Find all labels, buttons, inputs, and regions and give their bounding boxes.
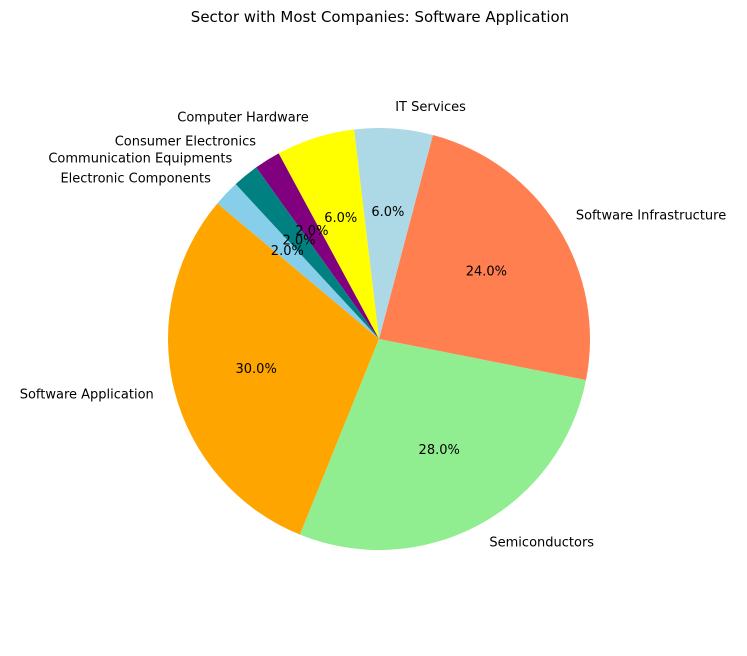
category-label-it-services: IT Services — [395, 100, 466, 115]
percent-label-it-services: 6.0% — [371, 205, 404, 220]
pie-slices — [167, 128, 590, 551]
category-label-electronic-components: Electronic Components — [60, 171, 211, 186]
slice-communication-equipments — [235, 167, 379, 339]
chart-title: Sector with Most Companies: Software App… — [191, 8, 569, 26]
category-labels: Software Application Semiconductors Softwa… — [20, 100, 727, 551]
category-label-consumer-electronics: Consumer Electronics — [115, 135, 257, 150]
percent-label-communication-equipments: 2.0% — [282, 233, 315, 248]
category-label-computer-hardware: Computer Hardware — [177, 110, 309, 125]
slice-electronic-components — [217, 184, 379, 339]
percent-labels: 30.0%28.0%24.0%6.0%6.0%2.0%2.0%2.0% — [236, 205, 508, 458]
percent-label-software-application: 30.0% — [236, 362, 277, 377]
percent-label-software-infrastructure: 24.0% — [466, 264, 507, 279]
category-label-software-application: Software Application — [20, 388, 154, 403]
category-label-software-infrastructure: Software Infrastructure — [576, 209, 726, 224]
slice-software-application — [167, 203, 379, 535]
percent-label-semiconductors: 28.0% — [419, 443, 460, 458]
slice-semiconductors — [299, 339, 586, 551]
percent-label-consumer-electronics: 2.0% — [295, 224, 328, 239]
slice-software-infrastructure — [379, 135, 590, 380]
slice-it-services — [354, 128, 433, 339]
percent-label-computer-hardware: 6.0% — [324, 211, 357, 226]
slice-consumer-electronics — [256, 153, 379, 339]
category-label-communication-equipments: Communication Equipments — [48, 152, 232, 167]
percent-label-electronic-components: 2.0% — [271, 244, 304, 259]
slice-computer-hardware — [278, 129, 379, 339]
category-label-semiconductors: Semiconductors — [489, 536, 594, 551]
